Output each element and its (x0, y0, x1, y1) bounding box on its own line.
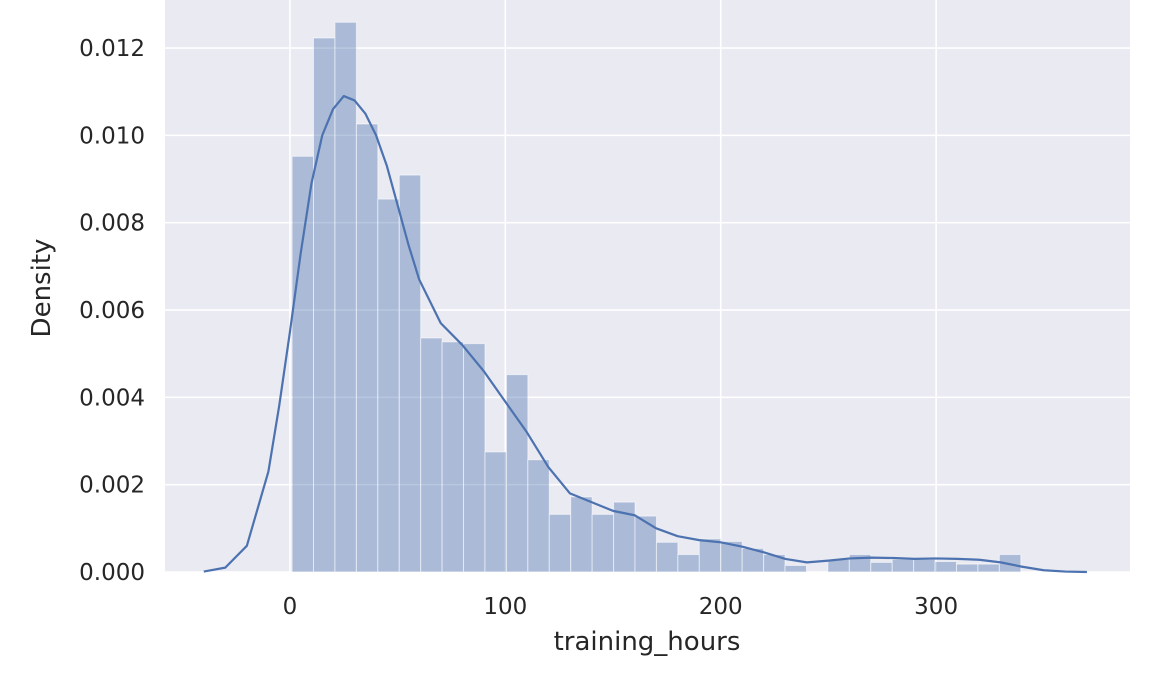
histogram-bar (570, 496, 593, 573)
y-tick-label: 0.012 (79, 36, 145, 62)
histogram-bars (291, 21, 1022, 573)
histogram-bar (934, 561, 957, 573)
histogram-bar (441, 341, 465, 573)
y-axis-label: Density (27, 239, 57, 338)
histogram-bar (913, 558, 936, 573)
grid-lines (165, 0, 1130, 573)
x-tick-label: 300 (914, 594, 958, 620)
histogram-bar (784, 564, 807, 573)
histogram-bar (548, 513, 572, 573)
x-tick-label: 200 (699, 594, 743, 620)
plot-background (165, 0, 1130, 572)
histogram-bar (291, 155, 315, 573)
histogram-bar (355, 123, 379, 573)
histogram-bar (677, 554, 700, 573)
x-axis-ticks: 0 100 200 300 (283, 594, 958, 620)
y-tick-label: 0.008 (79, 211, 145, 237)
histogram-bar (891, 558, 915, 573)
y-tick-label: 0.002 (79, 473, 145, 499)
histogram-bar (463, 343, 486, 573)
y-tick-label: 0.006 (79, 298, 145, 324)
histogram-bar (377, 198, 400, 573)
histogram-bar (634, 515, 657, 573)
histogram-bar (870, 561, 893, 573)
histogram-bar (591, 513, 615, 573)
histogram-bar (698, 538, 722, 573)
y-tick-label: 0.004 (79, 385, 145, 411)
kde-curve (203, 94, 1087, 574)
y-tick-label: 0.000 (79, 560, 145, 586)
y-axis-ticks: 0.000 0.002 0.004 0.006 0.008 0.010 0.012 (79, 36, 145, 586)
histogram-bar (334, 21, 357, 573)
histogram-bar (655, 541, 679, 573)
histogram-bar (484, 451, 507, 573)
x-tick-label: 100 (483, 594, 527, 620)
histogram-bar (527, 459, 550, 573)
histogram-bar (398, 174, 422, 573)
y-tick-label: 0.010 (79, 123, 145, 149)
x-tick-label: 0 (283, 594, 298, 620)
histogram-bar (313, 37, 336, 573)
x-axis-label: training_hours (554, 627, 741, 657)
histogram-bar (420, 337, 443, 573)
histogram-bar (505, 374, 529, 573)
histogram-bar (955, 563, 979, 573)
histogram-bar (977, 563, 1000, 573)
